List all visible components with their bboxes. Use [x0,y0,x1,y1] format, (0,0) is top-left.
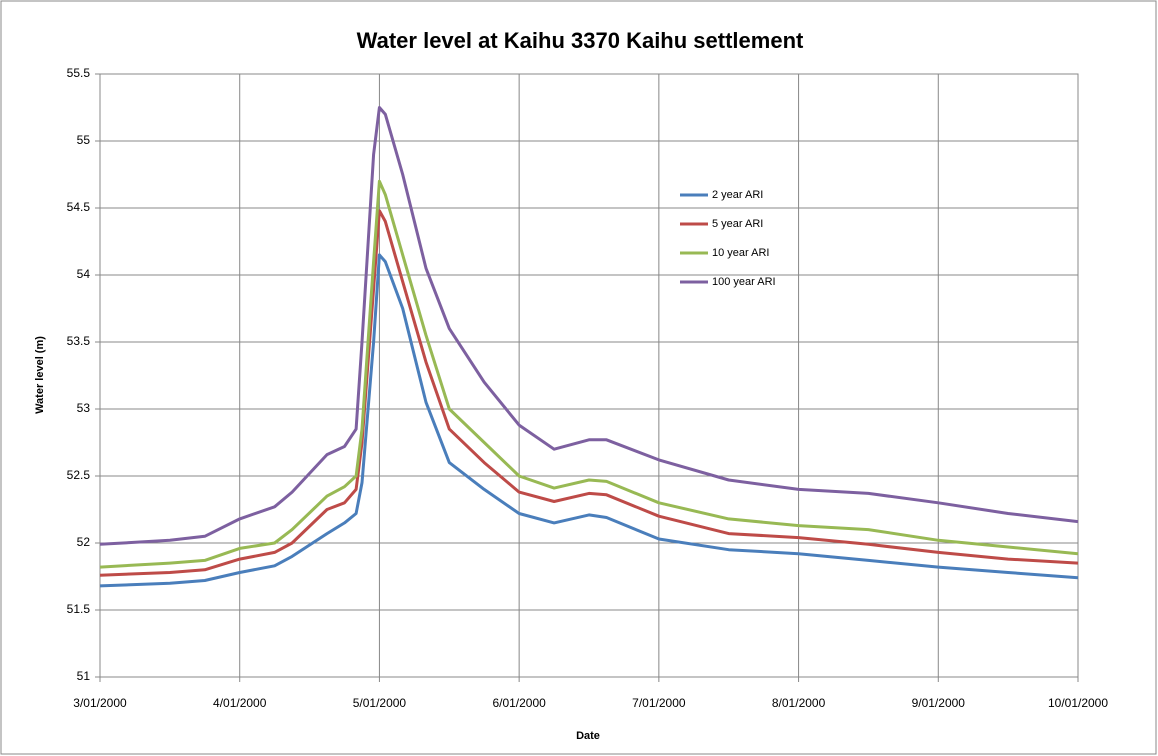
legend-label: 5 year ARI [712,218,763,230]
x-axis-label: Date [576,730,600,742]
y-tick-label: 54.5 [67,200,91,214]
y-tick-label: 51.5 [67,602,91,616]
chart-title: Water level at Kaihu 3370 Kaihu settleme… [357,28,804,53]
x-tick-label: 8/01/2000 [772,696,826,710]
y-tick-label: 52.5 [67,468,91,482]
legend-label: 100 year ARI [712,276,776,288]
series-line [99,253,1079,588]
y-tick-label: 53 [77,401,91,415]
y-tick-label: 51 [77,669,91,683]
series-line [99,106,1079,546]
y-tick-label: 54 [77,267,91,281]
y-axis-label: Water level (m) [34,336,46,414]
series-line [99,209,1079,577]
x-tick-label: 6/01/2000 [492,696,546,710]
x-tick-label: 9/01/2000 [912,696,966,710]
x-tick-label: 3/01/2000 [73,696,127,710]
legend-label: 10 year ARI [712,247,769,259]
y-tick-label: 52 [77,535,91,549]
x-tick-label: 4/01/2000 [213,696,267,710]
x-tick-label: 7/01/2000 [632,696,686,710]
x-tick-label: 10/01/2000 [1048,696,1108,710]
x-tick-label: 5/01/2000 [353,696,407,710]
y-tick-label: 55 [77,133,91,147]
series-line [99,179,1079,569]
legend-label: 2 year ARI [712,189,763,201]
plot-area [99,73,1079,678]
y-tick-label: 55.5 [67,66,91,80]
y-tick-label: 53.5 [67,334,91,348]
